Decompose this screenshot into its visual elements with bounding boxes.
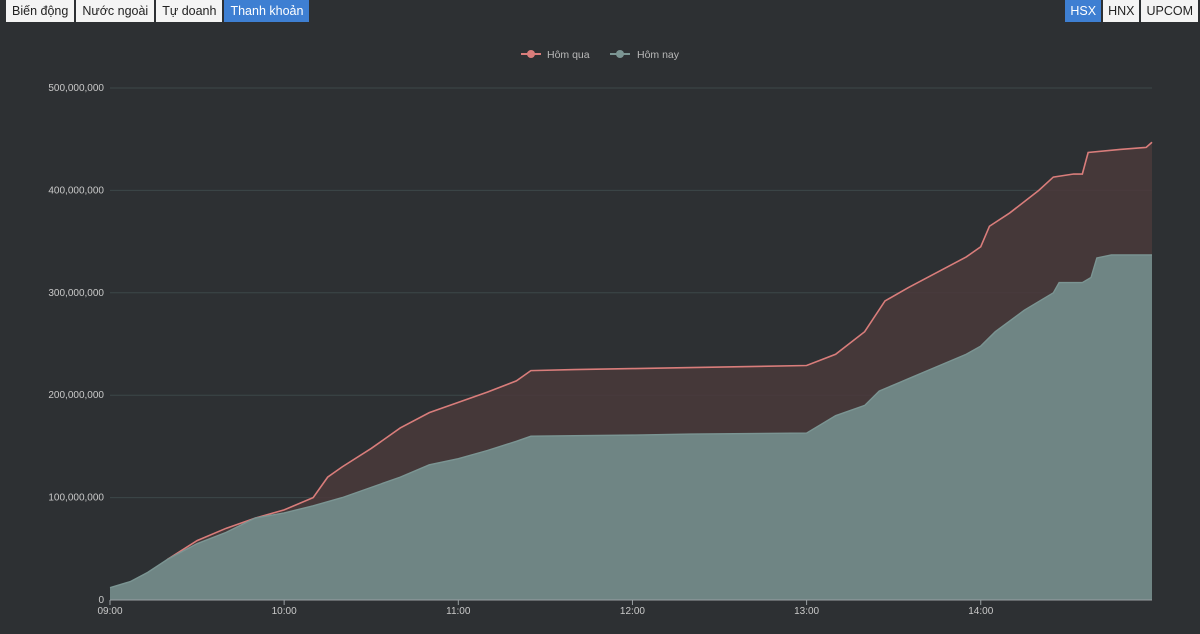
- x-tick-label: 12:00: [620, 606, 645, 617]
- series-line-today: [109, 254, 1152, 589]
- y-tick-label: 500,000,000: [48, 83, 104, 94]
- x-tick-label: 14:00: [968, 606, 993, 617]
- x-tick-label: 10:00: [272, 606, 297, 617]
- y-tick-label: 400,000,000: [48, 185, 104, 196]
- axes: 0 100,000,000 200,000,000 300,000,000 400,00…: [48, 83, 1152, 617]
- tab-tu-doanh[interactable]: Tự doanh: [156, 0, 223, 22]
- x-tick-label: 11:00: [446, 606, 471, 617]
- y-tick-label: 100,000,000: [48, 493, 104, 504]
- x-tick-label: 13:00: [794, 606, 819, 617]
- x-tick-label: 09:00: [97, 606, 122, 617]
- tab-bar: Biến động Nước ngoài Tự doanh Thanh khoả…: [6, 0, 310, 22]
- exchange-hnx-button[interactable]: HNX: [1103, 0, 1140, 22]
- y-tick-label: 300,000,000: [48, 288, 104, 299]
- exchange-selector: HSX HNX UPCOM: [1065, 0, 1198, 22]
- y-tick-label: 0: [98, 595, 104, 606]
- series-area-today: [110, 254, 1152, 601]
- tab-nuoc-ngoai[interactable]: Nước ngoài: [76, 0, 155, 22]
- y-tick-label: 200,000,000: [48, 390, 104, 401]
- tab-bien-dong[interactable]: Biến động: [6, 0, 75, 22]
- series-line-yesterday: [129, 141, 1153, 596]
- legend-label-today: Hôm nay: [637, 49, 680, 61]
- legend-item-yesterday[interactable]: Hôm qua: [521, 49, 590, 61]
- legend-item-today[interactable]: Hôm nay: [610, 49, 680, 61]
- tab-thanh-khoan[interactable]: Thanh khoản: [224, 0, 310, 22]
- exchange-upcom-button[interactable]: UPCOM: [1141, 0, 1198, 22]
- exchange-hsx-button[interactable]: HSX: [1065, 0, 1102, 22]
- series-areas: [109, 141, 1153, 601]
- legend[interactable]: Hôm qua Hôm nay: [521, 49, 680, 61]
- legend-label-yesterday: Hôm qua: [547, 49, 590, 61]
